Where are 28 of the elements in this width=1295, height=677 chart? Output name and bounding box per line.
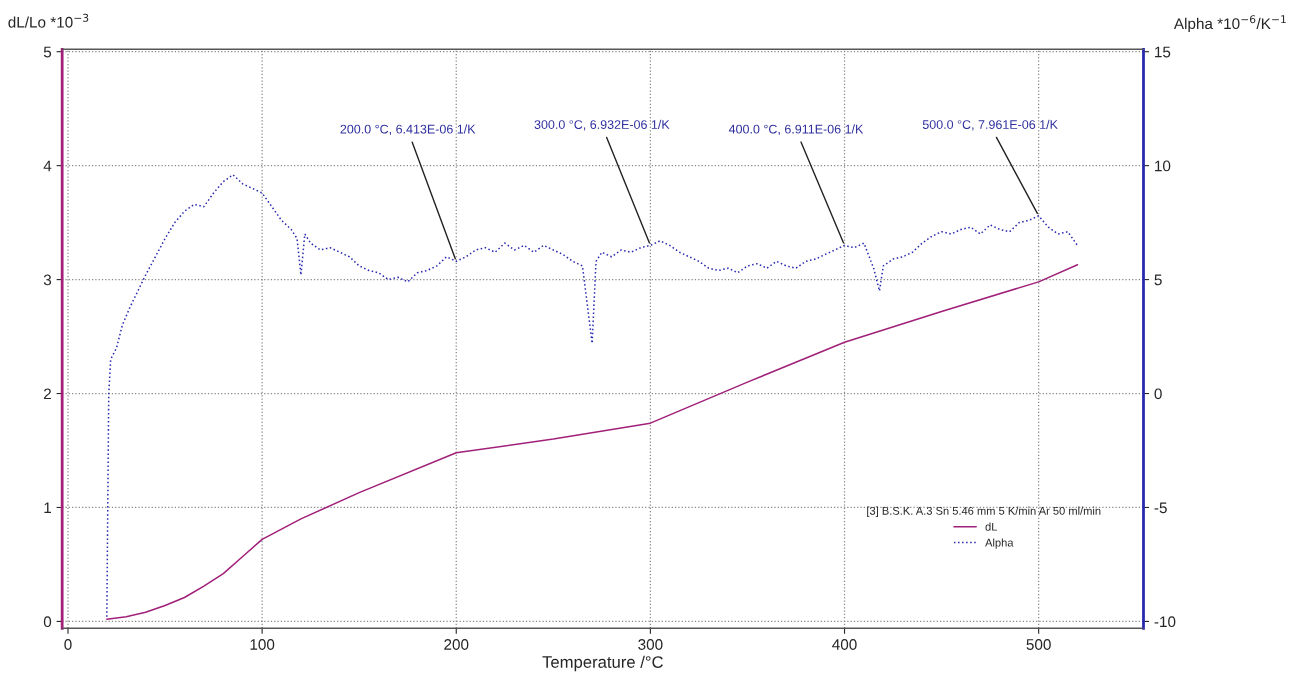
y2-tick-label: 5 bbox=[1154, 274, 1162, 286]
x-tick-label: 300 bbox=[638, 639, 663, 650]
y2-axis-title: Alpha *10$^{−6}$/K$^{−1}$ bbox=[1173, 15, 1286, 33]
y-tick-label: 0 bbox=[43, 616, 52, 628]
x-tick-label: 100 bbox=[250, 639, 275, 650]
y2-tick-label: -5 bbox=[1154, 502, 1167, 514]
y-tick-label: 4 bbox=[43, 160, 52, 172]
x-tick-label: 0 bbox=[64, 639, 72, 650]
y2-tick-label: 0 bbox=[1154, 388, 1162, 400]
y2-tick-label: 10 bbox=[1155, 160, 1171, 172]
annotation: 500.0 °C, 7.961E-06 1/K bbox=[922, 119, 1058, 131]
y-tick-label: 3 bbox=[43, 274, 52, 286]
y-tick-label: 1 bbox=[44, 502, 51, 514]
y-axis-title: dL/Lo *10$^{−3}$ bbox=[8, 13, 89, 28]
x-tick-label: 400 bbox=[832, 639, 857, 650]
x-axis-title: Temperature /°C bbox=[542, 655, 663, 672]
x-tick-label: 200 bbox=[444, 639, 469, 650]
legend-label: dL bbox=[985, 522, 998, 531]
x-tick-label: 500 bbox=[1026, 639, 1051, 650]
y-tick-label: 2 bbox=[44, 388, 51, 400]
y-tick-label: 5 bbox=[43, 46, 52, 58]
y2-tick-label: -10 bbox=[1154, 616, 1176, 628]
annotation: 200.0 °C, 6.413E-06 1/K bbox=[340, 124, 476, 136]
legend-label: Alpha bbox=[985, 538, 1014, 549]
y2-tick-label: 15 bbox=[1155, 46, 1171, 58]
legend-title: [3] B.S.K. A.3 Sn 5.46 mm 5 K/min Ar 50 ml/min bbox=[867, 506, 1101, 517]
annotation: 400.0 °C, 6.911E-06 1/K bbox=[728, 124, 864, 136]
annotation: 300.0 °C, 6.932E-06 1/K bbox=[534, 119, 670, 131]
